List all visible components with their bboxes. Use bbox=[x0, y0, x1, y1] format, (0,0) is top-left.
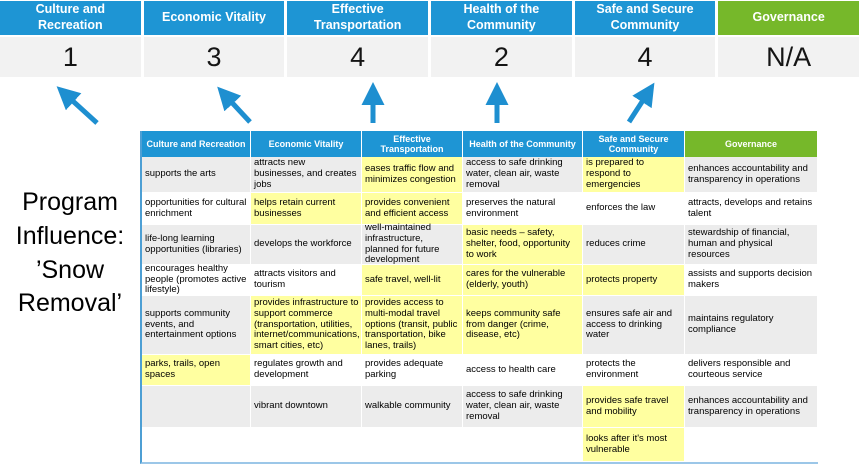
score-culture-and-recreation: 1 bbox=[0, 37, 141, 77]
scoreboard-header-culture-and-recreation: Culture and Recreation bbox=[0, 1, 141, 35]
scoreboard-header-safe-and-secure-community: Safe and Secure Community bbox=[574, 1, 716, 35]
matrix-cell-r7-c3: walkable community bbox=[362, 386, 463, 428]
matrix-cell-r1-c4: access to safe drinking water, clean air… bbox=[463, 157, 583, 193]
score-effective-transportation: 4 bbox=[287, 37, 428, 77]
matrix-cell-r5-c5: ensures safe air and access to drinking … bbox=[583, 296, 685, 355]
matrix-header-safe-and-secure-community: Safe and Secure Community bbox=[583, 131, 685, 157]
score-economic-vitality: 3 bbox=[143, 37, 285, 77]
matrix-cell-r2-c5: enforces the law bbox=[583, 193, 685, 225]
matrix-cell-r2-c4: preserves the natural environment bbox=[463, 193, 583, 225]
matrix-cell-r6-c2: regulates growth and development bbox=[251, 355, 362, 386]
matrix-cell-r2-c6: attracts, develops and retains talent bbox=[685, 193, 818, 225]
matrix-cell-r1-c2: attracts new businesses, and creates job… bbox=[251, 157, 362, 193]
matrix-cell-r7-c6: enhances accountability and transparency… bbox=[685, 386, 818, 428]
matrix-cell-r2-c2: helps retain current businesses bbox=[251, 193, 362, 225]
matrix-cell-r8-c1 bbox=[142, 428, 251, 462]
influence-matrix: Culture and Recreation Economic Vitality E… bbox=[140, 131, 818, 464]
scoreboard-header-effective-transportation: Effective Transportation bbox=[287, 1, 428, 35]
influence-arrow-culture bbox=[56, 86, 99, 125]
matrix-header-effective-transportation: Effective Transportation bbox=[362, 131, 463, 157]
matrix-cell-r4-c6: assists and supports decision makers bbox=[685, 265, 818, 296]
matrix-cell-r7-c4: access to safe drinking water, clean air… bbox=[463, 386, 583, 428]
matrix-cell-r1-c6: enhances accountability and transparency… bbox=[685, 157, 818, 193]
score-governance: N/A bbox=[718, 37, 859, 77]
scoreboard-header-health-of-the-community: Health of the Community bbox=[431, 1, 572, 35]
matrix-cell-r6-c1: parks, trails, open spaces bbox=[142, 355, 251, 386]
scoreboard: Culture and Recreation Economic Vitality E… bbox=[0, 1, 859, 77]
score-safe-and-secure-community: 4 bbox=[574, 37, 716, 77]
matrix-cell-r8-c5: looks after it's most vulnerable bbox=[583, 428, 685, 462]
matrix-cell-r6-c6: delivers responsible and courteous servi… bbox=[685, 355, 818, 386]
matrix-cell-r7-c5: provides safe travel and mobility bbox=[583, 386, 685, 428]
matrix-cell-r5-c6: maintains regulatory compliance bbox=[685, 296, 818, 355]
influence-arrow-economic bbox=[217, 86, 252, 124]
scoreboard-header-governance: Governance bbox=[718, 1, 859, 35]
matrix-cell-r1-c5: is prepared to respond to emergencies bbox=[583, 157, 685, 193]
matrix-header-health-of-the-community: Health of the Community bbox=[463, 131, 583, 157]
matrix-cell-r5-c1: supports community events, and entertain… bbox=[142, 296, 251, 355]
matrix-cell-r6-c4: access to health care bbox=[463, 355, 583, 386]
scoreboard-header-economic-vitality: Economic Vitality bbox=[143, 1, 285, 35]
matrix-cell-r8-c3 bbox=[362, 428, 463, 462]
matrix-header-culture-and-recreation: Culture and Recreation bbox=[142, 131, 251, 157]
matrix-cell-r3-c3: well-maintained infrastructure, planned … bbox=[362, 222, 463, 265]
matrix-cell-r1-c1: supports the arts bbox=[142, 157, 251, 193]
matrix-cell-r6-c5: protects the environment bbox=[583, 355, 685, 386]
matrix-cell-r4-c1: encourages healthy people (promotes acti… bbox=[142, 263, 251, 296]
matrix-cell-r2-c1: opportunities for cultural enrichment bbox=[142, 193, 251, 225]
matrix-header-economic-vitality: Economic Vitality bbox=[251, 131, 362, 157]
matrix-cell-r5-c4: keeps community safe from danger (crime,… bbox=[463, 296, 583, 355]
matrix-cell-r4-c2: attracts visitors and tourism bbox=[251, 265, 362, 296]
matrix-cell-r1-c3: eases traffic flow and minimizes congest… bbox=[362, 157, 463, 193]
matrix-cell-r3-c5: reduces crime bbox=[583, 225, 685, 265]
influence-arrow-safe bbox=[626, 82, 655, 124]
matrix-cell-r4-c5: protects property bbox=[583, 265, 685, 296]
matrix-cell-r8-c2 bbox=[251, 428, 362, 462]
matrix-cell-r7-c2: vibrant downtown bbox=[251, 386, 362, 428]
matrix-cell-r4-c4: cares for the vulnerable (elderly, youth… bbox=[463, 265, 583, 296]
matrix-cell-r3-c4: basic needs – safety, shelter, food, opp… bbox=[463, 225, 583, 265]
matrix-cell-r8-c4 bbox=[463, 428, 583, 462]
matrix-cell-r4-c3: safe travel, well-lit bbox=[362, 265, 463, 296]
matrix-cell-r8-c6 bbox=[685, 428, 818, 462]
matrix-cell-r6-c3: provides adequate parking bbox=[362, 355, 463, 386]
matrix-cell-r2-c3: provides convenient and efficient access bbox=[362, 193, 463, 225]
matrix-header-governance: Governance bbox=[685, 131, 818, 157]
matrix-cell-r3-c1: life-long learning opportunities (librar… bbox=[142, 225, 251, 265]
matrix-cell-r7-c1 bbox=[142, 386, 251, 428]
matrix-cell-r3-c2: develops the workforce bbox=[251, 225, 362, 265]
score-health-of-the-community: 2 bbox=[431, 37, 572, 77]
program-influence-title: Program Influence: ’Snow Removal’ bbox=[15, 188, 125, 318]
matrix-cell-r5-c3: provides access to multi-modal travel op… bbox=[362, 296, 463, 355]
matrix-cell-r3-c6: stewardship of financial, human and phys… bbox=[685, 225, 818, 265]
matrix-cell-r5-c2: provides infrastructure to support comme… bbox=[251, 296, 362, 355]
